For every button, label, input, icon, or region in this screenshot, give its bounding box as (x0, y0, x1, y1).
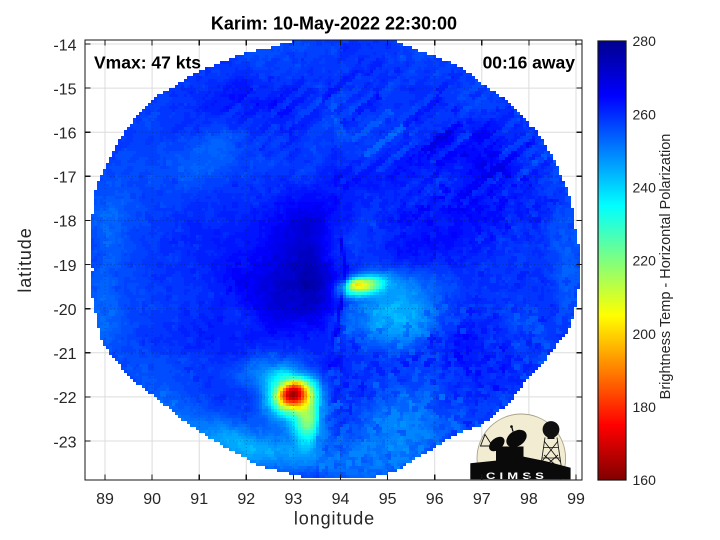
svg-text:-23: -23 (53, 434, 76, 451)
svg-text:90: 90 (143, 491, 161, 508)
svg-text:Karim: 10-May-2022 22:30:00: Karim: 10-May-2022 22:30:00 (211, 14, 457, 34)
svg-text:93: 93 (285, 491, 303, 508)
svg-text:Vmax: 47 kts: Vmax: 47 kts (94, 53, 201, 73)
svg-text:-21: -21 (53, 346, 76, 363)
svg-text:99: 99 (567, 491, 585, 508)
svg-text:longitude: longitude (294, 509, 375, 529)
svg-text:97: 97 (473, 491, 491, 508)
svg-text:96: 96 (426, 491, 444, 508)
svg-text:-14: -14 (53, 37, 76, 54)
svg-text:89: 89 (96, 491, 114, 508)
svg-text:220: 220 (633, 253, 657, 269)
svg-text:latitude: latitude (15, 227, 35, 292)
svg-text:Brightness Temp - Horizontal P: Brightness Temp - Horizontal Polarizatio… (658, 134, 674, 400)
svg-text:00:16 away: 00:16 away (483, 53, 576, 73)
svg-text:-16: -16 (53, 126, 76, 143)
svg-text:-20: -20 (53, 302, 76, 319)
svg-text:95: 95 (379, 491, 397, 508)
svg-text:-22: -22 (53, 390, 76, 407)
svg-text:160: 160 (633, 472, 657, 488)
svg-text:92: 92 (237, 491, 255, 508)
svg-text:280: 280 (633, 33, 657, 49)
svg-text:CIMSS: CIMSS (486, 471, 548, 482)
svg-text:91: 91 (190, 491, 208, 508)
svg-text:240: 240 (633, 179, 657, 195)
svg-text:180: 180 (633, 399, 657, 415)
svg-text:-15: -15 (53, 81, 76, 98)
svg-text:94: 94 (332, 491, 350, 508)
svg-text:200: 200 (633, 326, 657, 342)
svg-text:260: 260 (633, 106, 657, 122)
svg-text:-18: -18 (53, 214, 76, 231)
svg-text:98: 98 (520, 491, 538, 508)
svg-text:-19: -19 (53, 258, 76, 275)
svg-text:-17: -17 (53, 170, 76, 187)
